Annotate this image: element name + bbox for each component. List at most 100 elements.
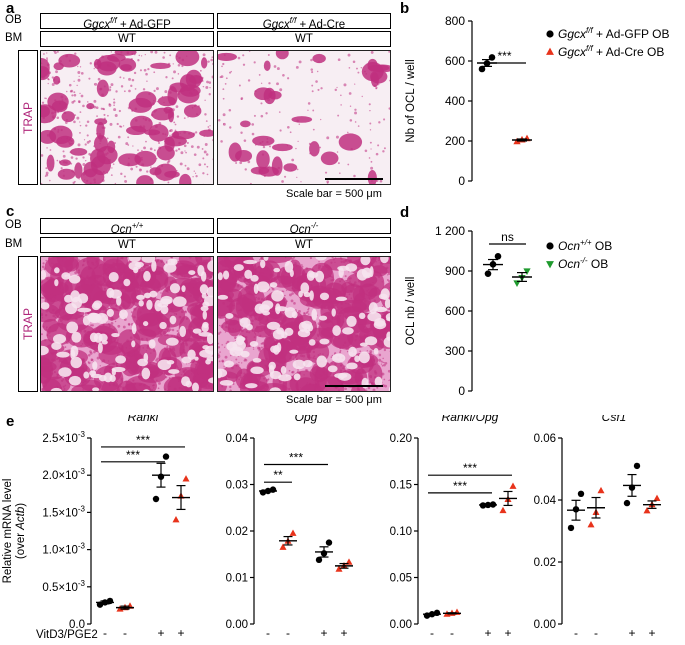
cell-gap [218,368,228,378]
cell-gap [309,290,314,301]
stain-speck [192,176,194,178]
stain-speck [86,120,90,124]
stain-speck [64,346,67,349]
cell-gap [378,293,388,300]
stain-speck [206,80,209,84]
cell-gap [191,382,199,391]
stain-speck [156,100,159,103]
cell-gap [70,345,79,358]
stain-speck [183,144,187,148]
stain-speck [88,140,91,143]
stain-speck [125,142,129,146]
osteoclast-blob [227,319,242,337]
stain-speck [55,70,58,74]
stain-speck [154,51,158,54]
stain-speck [224,331,227,333]
stain-speck [268,145,272,148]
stain-speck [213,356,214,358]
cell-gap [157,302,169,308]
stain-speck [291,371,294,374]
stain-speck [70,156,74,159]
stain-speck [130,167,134,171]
stain-speck [388,107,390,110]
stain-speck [137,59,140,62]
stain-speck [315,80,318,83]
stain-speck [224,82,227,85]
stain-speck [229,385,232,389]
data-point [484,270,492,277]
osteoclast-blob [44,257,73,277]
cell-gap [253,283,259,295]
stain-speck [240,98,243,101]
cell-gap [311,308,318,321]
stain-speck [210,58,213,62]
stain-speck [383,363,386,367]
y-tick-label: 800 [445,14,465,28]
cell-gap [64,294,73,303]
y-tick-label: 200 [445,134,465,148]
stain-speck [202,157,205,160]
osteoclast-blob [164,135,187,147]
cell-gap [202,321,209,329]
stain-speck [260,342,263,345]
cell-gap [165,337,179,346]
cell-gap [308,339,316,346]
data-point [633,462,641,470]
cell-gap [90,373,103,379]
cell-gap [181,376,191,387]
osteoclast-blob [94,118,108,125]
stain-speck [248,51,251,52]
osteoclast-blob [352,286,365,304]
stain-speck [204,99,206,101]
stain-speck [174,129,177,132]
osteoclast-blob [368,287,383,304]
stain-speck [378,353,382,357]
y-tick-label: 1 200 [435,224,465,238]
stain-speck [119,125,122,128]
stain-speck [211,75,213,79]
stain-speck [357,125,360,127]
stain-speck [354,111,358,115]
treatment-label: - [594,626,598,640]
stain-speck [78,178,80,180]
stain-speck [86,101,89,103]
stain-speck [46,57,48,60]
stain-speck [150,166,152,168]
stain-speck [344,275,347,278]
stain-speck [370,51,374,54]
osteoclast-blob [235,294,251,319]
stain-speck [186,167,190,171]
stain-speck [150,51,154,54]
stain-speck [74,52,77,55]
panel-a-scale-text: Scale bar = 500 μm [286,188,382,200]
stain-speck [380,360,383,363]
stain-speck [79,111,82,113]
stain-speck [314,391,316,392]
stain-speck [378,121,381,124]
cell-gap [293,373,301,381]
stain-speck [79,121,81,123]
stain-speck [207,126,210,128]
stain-speck [96,356,100,360]
stain-speck [198,163,202,167]
stain-speck [173,70,176,74]
cell-gap [384,298,390,309]
osteoclast-blob [351,299,374,313]
stain-speck [130,84,133,87]
data-point [587,520,595,528]
stain-speck [123,77,125,79]
treatment-label: + [484,626,491,640]
stain-speck [383,147,386,150]
significance-label: *** [136,433,150,447]
stain-speck [46,147,48,149]
data-point [182,475,190,482]
stain-speck [186,141,189,144]
stain-speck [117,135,121,139]
stain-speck [120,85,124,88]
stain-speck [110,174,113,176]
stain-speck [169,328,172,331]
cell-gap [269,282,278,288]
cell-gap [319,338,330,345]
panel-a-bm-label: BM [5,32,23,44]
stain-speck [311,90,314,93]
